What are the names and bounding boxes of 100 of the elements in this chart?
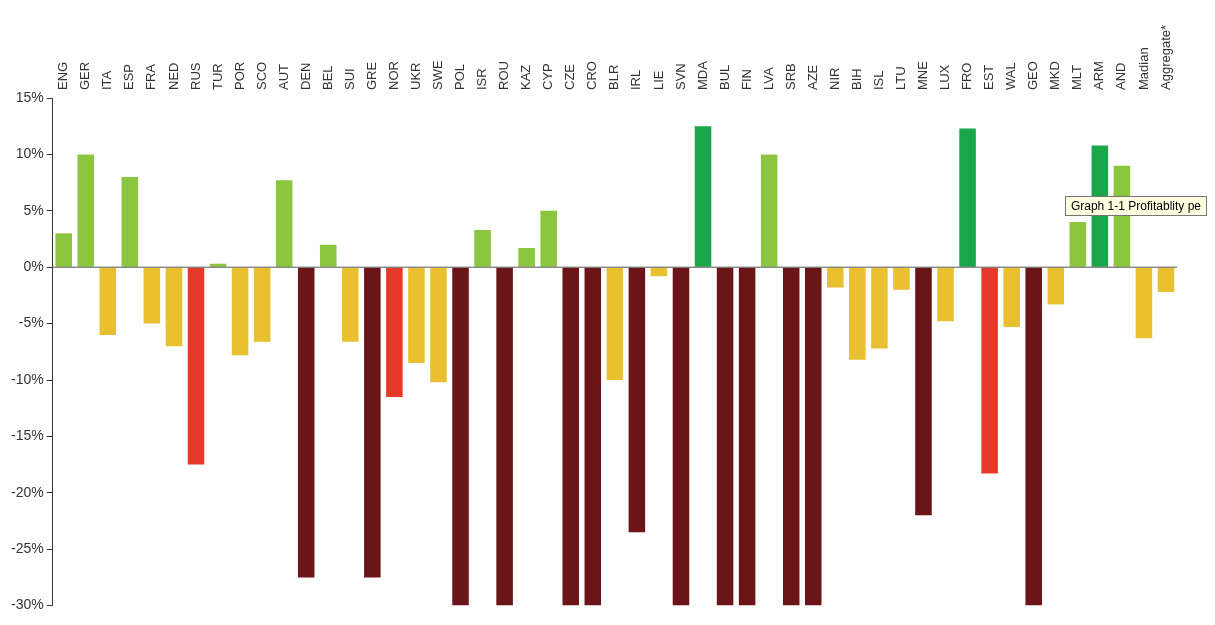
x-tick-label: EST [981, 64, 997, 90]
x-tick-label: FRO [959, 62, 975, 90]
x-tick-label: Aggregate* [1157, 24, 1173, 90]
x-tick-label: GER [77, 61, 93, 90]
x-tick-label: NIR [826, 67, 842, 90]
x-tick-label: SWE [430, 60, 446, 90]
bar [562, 267, 580, 606]
bar [209, 263, 227, 267]
x-tick-label: AZE [804, 64, 820, 90]
bar [760, 154, 778, 267]
x-tick-label: POR [231, 61, 247, 90]
x-tick-label: BUL [716, 64, 732, 90]
x-tick-label: IRL [628, 69, 644, 90]
x-tick-label: MKD [1047, 61, 1063, 90]
annotation: Graph 1-1 Profitablity pe [1064, 196, 1207, 216]
bar [782, 267, 800, 606]
x-tick-label: MLT [1069, 64, 1085, 90]
bar [804, 267, 822, 606]
x-tick-label: MDA [694, 60, 710, 90]
bar [871, 267, 888, 349]
x-tick-label: ISR [474, 68, 490, 90]
x-tick-label: ROU [496, 61, 512, 90]
x-tick-label: NOR [385, 61, 401, 90]
bar [253, 267, 271, 342]
bar [319, 244, 337, 267]
bar [452, 267, 469, 606]
bar [408, 267, 425, 364]
x-tick-label: LTU [893, 66, 909, 90]
bar [540, 210, 557, 267]
bar [297, 267, 315, 578]
x-tick-label: POL [452, 63, 468, 90]
x-tick-label: BLR [606, 64, 622, 90]
x-tick-label: Madian [1135, 47, 1151, 90]
x-tick-label: CYP [540, 63, 556, 90]
x-tick-label: FRA [143, 63, 159, 90]
bar [99, 267, 117, 335]
y-tick-label: -5% [18, 314, 44, 331]
bar [55, 233, 72, 267]
bar [650, 267, 668, 277]
x-tick-label: LUX [937, 64, 953, 90]
bar [716, 267, 734, 606]
x-tick-label: ENG [55, 61, 71, 90]
x-tick-label: UKR [408, 62, 424, 90]
bar [672, 267, 690, 606]
bar [1047, 267, 1065, 305]
bar [1025, 267, 1042, 606]
x-tick-label: CZE [562, 63, 578, 90]
bar [694, 126, 712, 267]
x-tick-label: CRO [584, 61, 600, 90]
bar [386, 267, 403, 397]
x-tick-label: AND [1113, 62, 1129, 90]
x-tick-label: LIE [650, 70, 666, 90]
y-tick-label: 15% [15, 88, 44, 105]
x-tick-label: ESP [121, 63, 137, 90]
x-tick-label: AUT [275, 63, 291, 90]
y-tick-label: 10% [15, 145, 44, 162]
bar [849, 267, 866, 360]
bar [143, 267, 161, 324]
y-tick-label: 0% [23, 258, 44, 275]
x-tick-label: SCO [253, 61, 269, 90]
x-tick-label: NED [165, 62, 181, 90]
y-tick-label: -20% [11, 483, 44, 500]
x-tick-label: ARM [1091, 61, 1107, 90]
x-tick-label: BEL [319, 65, 335, 90]
bar [165, 267, 183, 347]
bar [1135, 267, 1153, 339]
bar [474, 229, 491, 267]
bar [275, 180, 293, 267]
y-tick-label: -10% [11, 370, 44, 387]
x-tick-label: ITA [99, 70, 115, 90]
x-tick-label: FIN [738, 69, 754, 90]
bar [915, 267, 932, 516]
bar [77, 154, 95, 267]
bar [981, 267, 998, 474]
bar [584, 267, 602, 606]
bar [738, 267, 756, 606]
bar [121, 176, 139, 267]
bar [628, 267, 646, 533]
x-tick-label: LVA [760, 67, 776, 90]
x-tick-label: BIH [848, 68, 864, 90]
bar [937, 267, 954, 322]
bar [496, 267, 513, 606]
x-tick-label: SVN [672, 63, 688, 90]
bar [1157, 267, 1175, 293]
bar [827, 267, 844, 288]
y-tick-label: -25% [11, 540, 44, 557]
bar [606, 267, 624, 380]
x-tick-label: GEO [1025, 61, 1041, 90]
bar [1003, 267, 1020, 327]
y-tick-label: -15% [11, 427, 44, 444]
bar [430, 267, 447, 383]
y-tick-label: 5% [23, 201, 44, 218]
x-tick-label: SUI [341, 68, 357, 90]
bar [364, 267, 381, 578]
x-tick-label: MNE [915, 60, 931, 90]
x-tick-label: WAL [1003, 62, 1019, 90]
x-tick-label: SRB [782, 63, 798, 90]
bar [959, 128, 976, 267]
bar [187, 267, 205, 465]
x-tick-label: TUR [209, 63, 225, 90]
